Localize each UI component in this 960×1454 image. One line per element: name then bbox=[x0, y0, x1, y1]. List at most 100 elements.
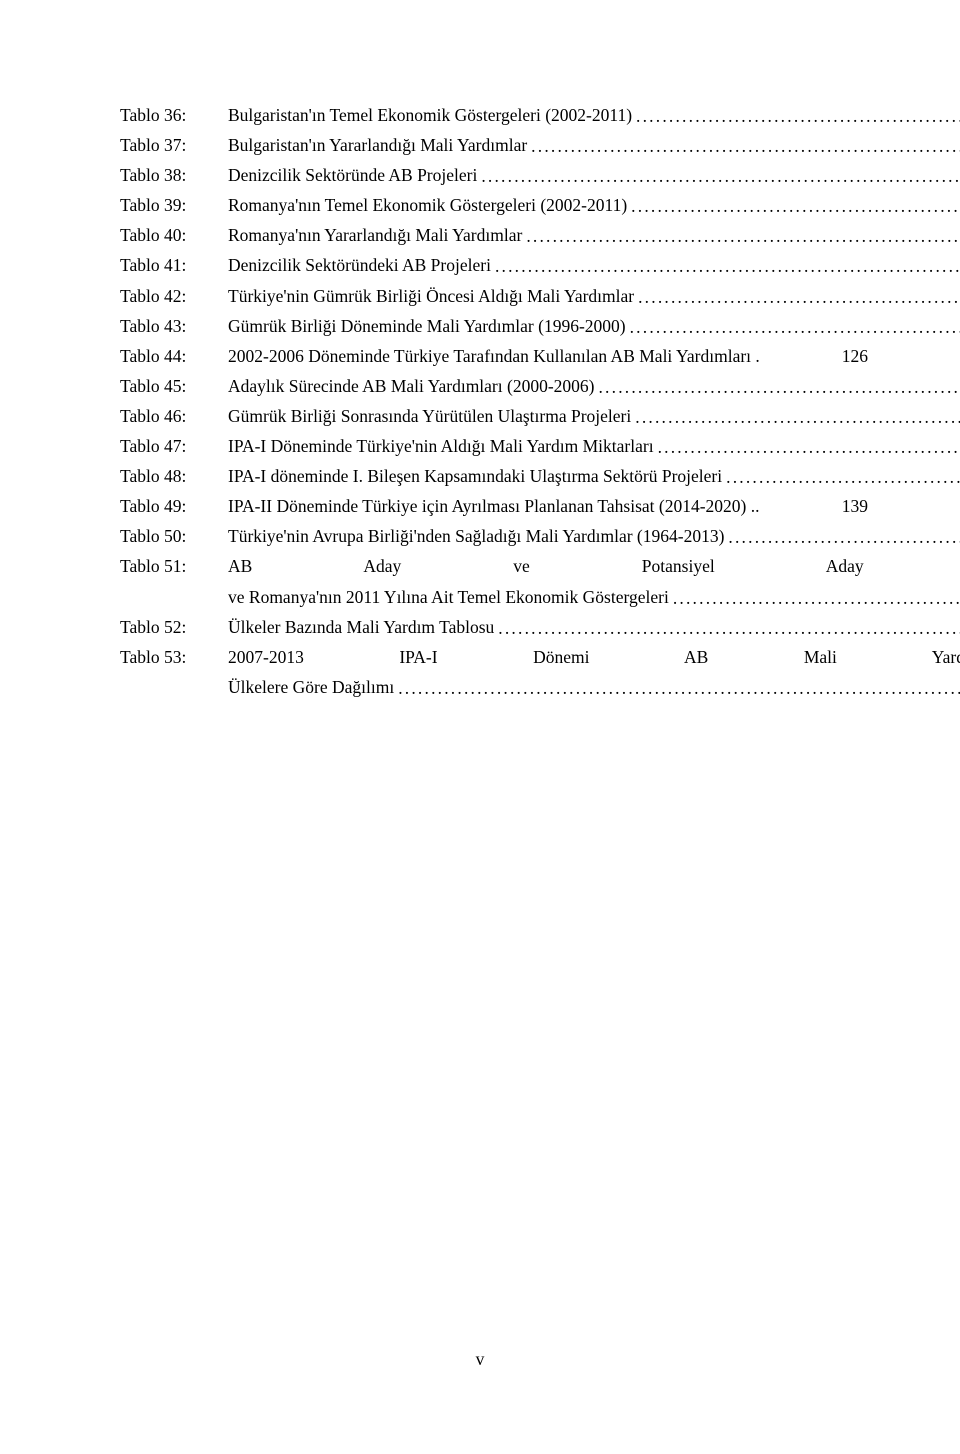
toc-line: Bulgaristan'ın Yararlandığı Mali Yardıml… bbox=[228, 130, 960, 160]
toc-content: IPA-II Döneminde Türkiye için Ayrılması … bbox=[228, 491, 868, 521]
toc-text: Denizcilik Sektöründeki AB Projeleri bbox=[228, 250, 491, 280]
toc-label: Tablo 50: bbox=[120, 521, 228, 551]
toc-entry: Tablo 53:2007-2013 IPA-I Dönemi AB Mali … bbox=[120, 642, 868, 702]
page: Tablo 36:Bulgaristan'ın Temel Ekonomik G… bbox=[0, 0, 960, 1454]
toc-leader bbox=[724, 522, 960, 552]
toc-text: Ülkeler Bazında Mali Yardım Tablosu bbox=[228, 612, 494, 642]
toc-line: Romanya'nın Temel Ekonomik Göstergeleri … bbox=[228, 190, 960, 220]
toc-text: Romanya'nın Yararlandığı Mali Yardımlar bbox=[228, 220, 522, 250]
toc-label: Tablo 43: bbox=[120, 311, 228, 341]
toc-text: Romanya'nın Temel Ekonomik Göstergeleri … bbox=[228, 190, 627, 220]
toc-text: ve Romanya'nın 2011 Yılına Ait Temel Eko… bbox=[228, 582, 669, 612]
toc-line: Ülkeler Bazında Mali Yardım Tablosu146 bbox=[228, 612, 960, 642]
toc-label: Tablo 41: bbox=[120, 250, 228, 280]
toc-leader bbox=[722, 462, 960, 492]
toc-content: 2002-2006 Döneminde Türkiye Tarafından K… bbox=[228, 341, 868, 371]
toc-label: Tablo 40: bbox=[120, 220, 228, 250]
toc-label: Tablo 38: bbox=[120, 160, 228, 190]
toc-label: Tablo 44: bbox=[120, 341, 228, 371]
toc-text: 2007-2013 IPA-I Dönemi AB Mali Yardımlar… bbox=[228, 642, 960, 672]
toc-line: Gümrük Birliği Sonrasında Yürütülen Ulaş… bbox=[228, 401, 960, 431]
toc-text: AB Aday ve Potansiyel Aday Ülkeleri ile … bbox=[228, 551, 960, 581]
toc-line: AB Aday ve Potansiyel Aday Ülkeleri ile … bbox=[228, 551, 960, 581]
toc-content: Bulgaristan'ın Temel Ekonomik Göstergele… bbox=[228, 100, 960, 130]
toc-line: Adaylık Sürecinde AB Mali Yardımları (20… bbox=[228, 371, 960, 401]
toc-label: Tablo 47: bbox=[120, 431, 228, 461]
toc-content: Türkiye'nin Gümrük Birliği Öncesi Aldığı… bbox=[228, 281, 960, 311]
toc-leader bbox=[527, 131, 960, 161]
toc-page: 126 bbox=[838, 341, 868, 371]
toc-text: Türkiye'nin Avrupa Birliği'nden Sağladığ… bbox=[228, 521, 724, 551]
toc-leader bbox=[394, 673, 960, 703]
toc-entry: Tablo 41:Denizcilik Sektöründeki AB Proj… bbox=[120, 250, 868, 280]
toc-leader bbox=[494, 613, 960, 643]
toc-line: Ülkelere Göre Dağılımı149 bbox=[228, 672, 960, 702]
toc-label: Tablo 53: bbox=[120, 642, 228, 672]
toc-label: Tablo 51: bbox=[120, 551, 228, 581]
toc-line: Gümrük Birliği Döneminde Mali Yardımlar … bbox=[228, 311, 960, 341]
toc-entry: Tablo 36:Bulgaristan'ın Temel Ekonomik G… bbox=[120, 100, 868, 130]
toc-entry: Tablo 44:2002-2006 Döneminde Türkiye Tar… bbox=[120, 341, 868, 371]
toc-entry: Tablo 38:Denizcilik Sektöründe AB Projel… bbox=[120, 160, 868, 190]
toc-content: Romanya'nın Temel Ekonomik Göstergeleri … bbox=[228, 190, 960, 220]
toc-leader bbox=[626, 312, 960, 342]
toc-label: Tablo 52: bbox=[120, 612, 228, 642]
toc-content: Bulgaristan'ın Yararlandığı Mali Yardıml… bbox=[228, 130, 960, 160]
toc-content: Romanya'nın Yararlandığı Mali Yardımlar1… bbox=[228, 220, 960, 250]
toc-content: 2007-2013 IPA-I Dönemi AB Mali Yardımlar… bbox=[228, 642, 960, 702]
toc-text: Denizcilik Sektöründe AB Projeleri bbox=[228, 160, 477, 190]
toc-entry: Tablo 48:IPA-I döneminde I. Bileşen Kaps… bbox=[120, 461, 868, 491]
toc-label: Tablo 49: bbox=[120, 491, 228, 521]
toc-line: ve Romanya'nın 2011 Yılına Ait Temel Eko… bbox=[228, 582, 960, 612]
toc-label: Tablo 45: bbox=[120, 371, 228, 401]
toc-page: 139 bbox=[838, 491, 868, 521]
toc-label: Tablo 37: bbox=[120, 130, 228, 160]
toc-leader bbox=[654, 432, 960, 462]
toc-leader bbox=[491, 251, 960, 281]
toc-leader bbox=[634, 282, 960, 312]
toc-text: Bulgaristan'ın Yararlandığı Mali Yardıml… bbox=[228, 130, 527, 160]
toc-entry: Tablo 50:Türkiye'nin Avrupa Birliği'nden… bbox=[120, 521, 868, 551]
toc-entry: Tablo 45:Adaylık Sürecinde AB Mali Yardı… bbox=[120, 371, 868, 401]
toc-line: Denizcilik Sektöründeki AB Projeleri116 bbox=[228, 250, 960, 280]
toc-line: Bulgaristan'ın Temel Ekonomik Göstergele… bbox=[228, 100, 960, 130]
toc-line: Türkiye'nin Gümrük Birliği Öncesi Aldığı… bbox=[228, 281, 960, 311]
toc-line: IPA-I döneminde I. Bileşen Kapsamındaki … bbox=[228, 461, 960, 491]
toc-text: 2002-2006 Döneminde Türkiye Tarafından K… bbox=[228, 341, 760, 371]
toc-content: Denizcilik Sektöründeki AB Projeleri116 bbox=[228, 250, 960, 280]
toc-leader bbox=[627, 191, 960, 221]
toc-entry: Tablo 43:Gümrük Birliği Döneminde Mali Y… bbox=[120, 311, 868, 341]
toc-text: Gümrük Birliği Döneminde Mali Yardımlar … bbox=[228, 311, 626, 341]
toc-line: 2007-2013 IPA-I Dönemi AB Mali Yardımlar… bbox=[228, 642, 960, 672]
toc-content: IPA-I döneminde I. Bileşen Kapsamındaki … bbox=[228, 461, 960, 491]
toc-text: Gümrük Birliği Sonrasında Yürütülen Ulaş… bbox=[228, 401, 631, 431]
page-number: v bbox=[0, 1344, 960, 1374]
toc-content: Denizcilik Sektöründe AB Projeleri110 bbox=[228, 160, 960, 190]
toc-label: Tablo 42: bbox=[120, 281, 228, 311]
toc-entry: Tablo 47:IPA-I Döneminde Türkiye'nin Ald… bbox=[120, 431, 868, 461]
toc-line: Denizcilik Sektöründe AB Projeleri110 bbox=[228, 160, 960, 190]
toc-line: IPA-II Döneminde Türkiye için Ayrılması … bbox=[228, 491, 868, 521]
toc-content: Gümrük Birliği Döneminde Mali Yardımlar … bbox=[228, 311, 960, 341]
toc-text: IPA-I Döneminde Türkiye'nin Aldığı Mali … bbox=[228, 431, 654, 461]
toc-text: Bulgaristan'ın Temel Ekonomik Göstergele… bbox=[228, 100, 632, 130]
toc-text: IPA-I döneminde I. Bileşen Kapsamındaki … bbox=[228, 461, 722, 491]
toc-entry: Tablo 46:Gümrük Birliği Sonrasında Yürüt… bbox=[120, 401, 868, 431]
toc-leader bbox=[632, 101, 960, 131]
toc-label: Tablo 46: bbox=[120, 401, 228, 431]
toc-label: Tablo 48: bbox=[120, 461, 228, 491]
toc-label: Tablo 36: bbox=[120, 100, 228, 130]
toc-leader bbox=[631, 402, 960, 432]
toc-leader bbox=[522, 221, 960, 251]
table-of-contents: Tablo 36:Bulgaristan'ın Temel Ekonomik G… bbox=[120, 100, 868, 702]
toc-line: IPA-I Döneminde Türkiye'nin Aldığı Mali … bbox=[228, 431, 960, 461]
toc-text: IPA-II Döneminde Türkiye için Ayrılması … bbox=[228, 491, 760, 521]
toc-entry: Tablo 37:Bulgaristan'ın Yararlandığı Mal… bbox=[120, 130, 868, 160]
toc-leader bbox=[594, 372, 960, 402]
toc-content: Ülkeler Bazında Mali Yardım Tablosu146 bbox=[228, 612, 960, 642]
toc-line: 2002-2006 Döneminde Türkiye Tarafından K… bbox=[228, 341, 868, 371]
toc-entry: Tablo 49:IPA-II Döneminde Türkiye için A… bbox=[120, 491, 868, 521]
toc-text: Türkiye'nin Gümrük Birliği Öncesi Aldığı… bbox=[228, 281, 634, 311]
toc-text: Ülkelere Göre Dağılımı bbox=[228, 672, 394, 702]
toc-entry: Tablo 39:Romanya'nın Temel Ekonomik Göst… bbox=[120, 190, 868, 220]
